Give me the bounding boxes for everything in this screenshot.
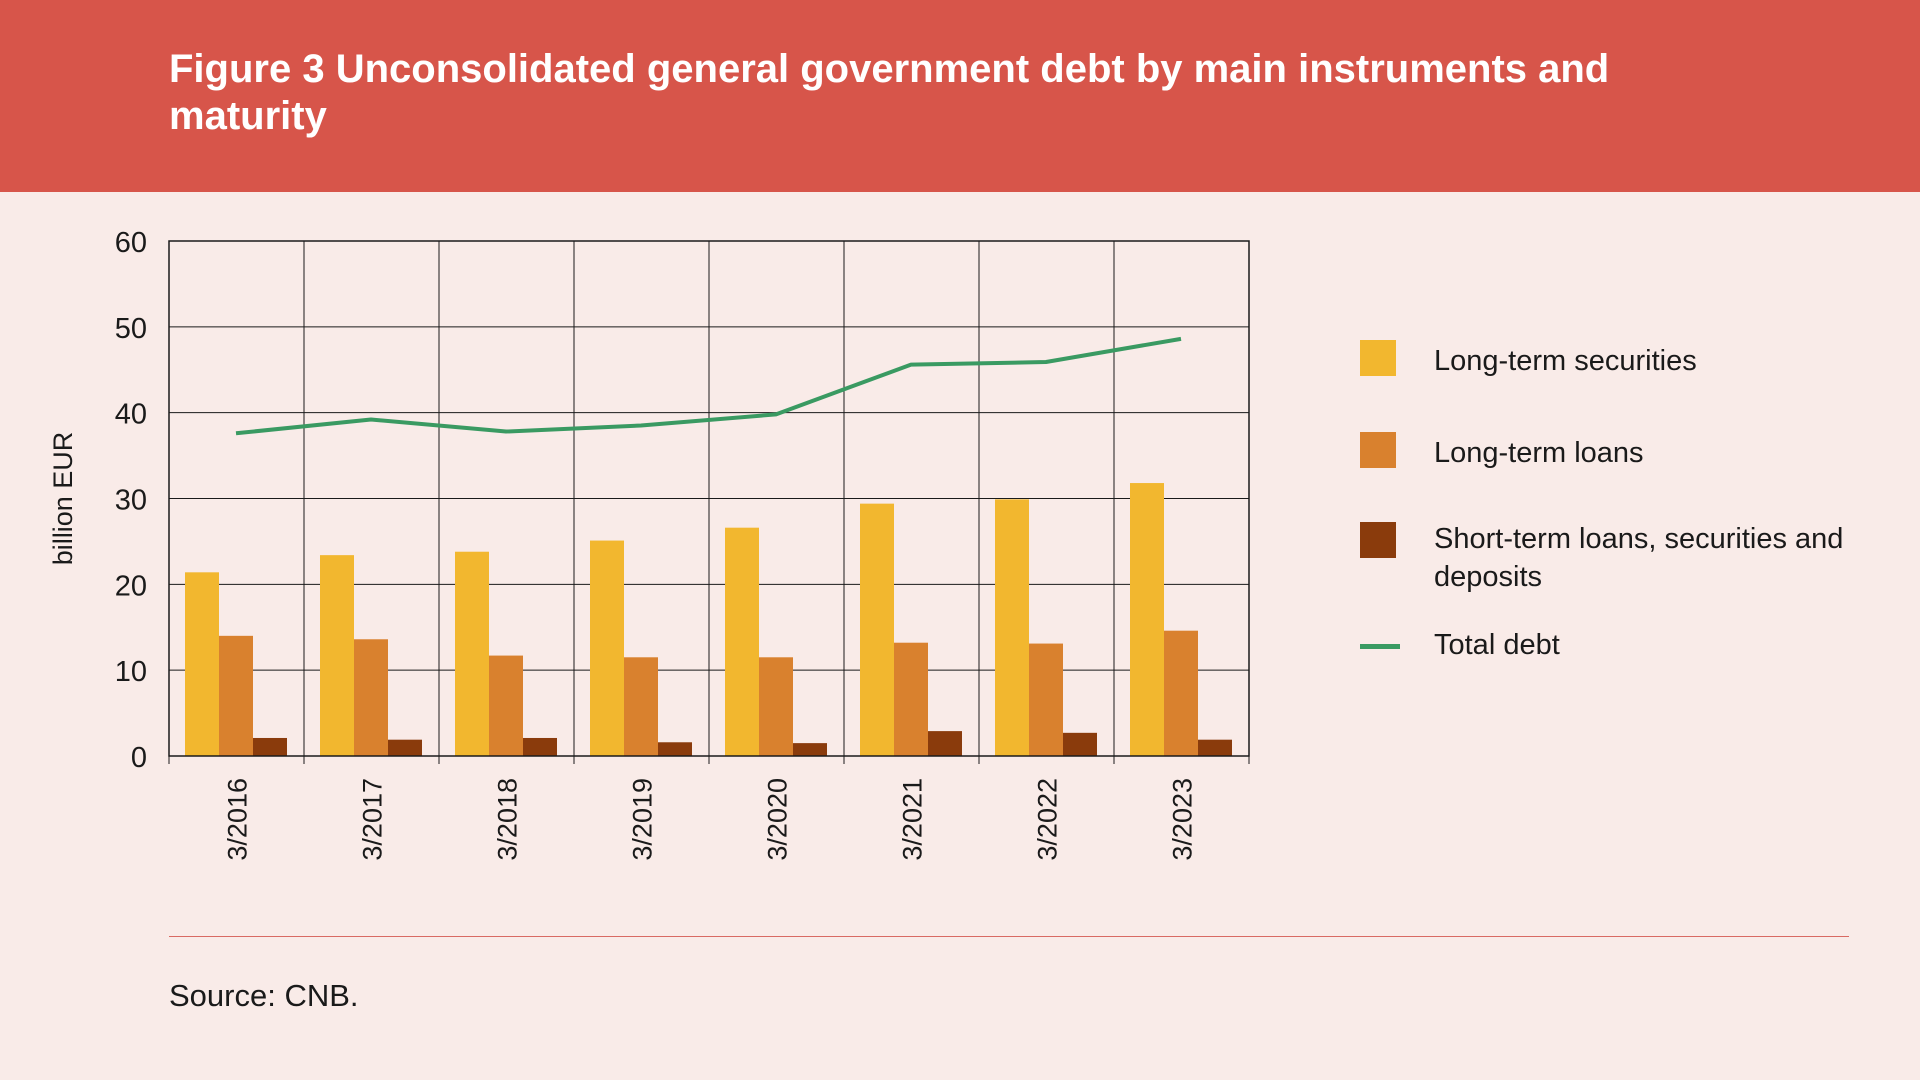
legend-label: Total debt xyxy=(1434,629,1560,661)
bar xyxy=(388,739,422,756)
bar xyxy=(1198,739,1232,756)
legend-swatch-long-term-loans xyxy=(1360,432,1396,468)
bar xyxy=(725,527,759,756)
bar xyxy=(928,731,962,756)
y-axis-label: billion EUR xyxy=(48,432,78,566)
bar xyxy=(1130,483,1164,756)
bar xyxy=(1029,643,1063,756)
bar xyxy=(320,555,354,756)
bar xyxy=(489,655,523,756)
bar xyxy=(185,572,219,756)
bar xyxy=(995,499,1029,756)
bar xyxy=(759,657,793,756)
total-debt-line xyxy=(235,336,1182,436)
figure-title: Figure 3 Unconsolidated general governme… xyxy=(169,47,1610,138)
x-tick-label: 3/2020 xyxy=(763,778,793,861)
legend-swatch-short-term xyxy=(1360,522,1396,558)
y-tick-label: 20 xyxy=(115,570,147,602)
x-tick-label: 3/2022 xyxy=(1033,778,1063,861)
bar xyxy=(253,737,287,756)
x-tick-label: 3/2016 xyxy=(223,778,253,861)
bar xyxy=(860,503,894,756)
x-tick-label: 3/2017 xyxy=(358,778,388,861)
title-banner: Figure 3 Unconsolidated general governme… xyxy=(0,0,1920,192)
legend-label: Long-term securities xyxy=(1434,345,1697,377)
source-note: Source: CNB. xyxy=(169,978,359,1013)
y-tick-label: 10 xyxy=(115,656,147,688)
y-tick-label: 40 xyxy=(115,399,147,431)
y-tick-label: 60 xyxy=(115,227,147,259)
bar xyxy=(354,639,388,756)
y-tick-label: 0 xyxy=(131,742,147,774)
bar xyxy=(455,551,489,756)
separator-line xyxy=(169,936,1849,937)
x-tick-label: 3/2023 xyxy=(1168,778,1198,861)
legend-swatch-long-term-securities xyxy=(1360,340,1396,376)
bar xyxy=(894,642,928,756)
bar xyxy=(624,657,658,756)
bar xyxy=(590,540,624,756)
bar xyxy=(793,743,827,756)
bar xyxy=(1063,732,1097,756)
y-tick-label: 30 xyxy=(115,485,147,517)
legend-label: Short-term loans, securities and deposit… xyxy=(1434,523,1844,593)
bar xyxy=(1164,630,1198,756)
bar xyxy=(219,635,253,756)
legend-label: Long-term loans xyxy=(1434,437,1644,469)
x-tick-label: 3/2021 xyxy=(898,778,928,861)
x-tick-label: 3/2018 xyxy=(493,778,523,861)
bar xyxy=(658,742,692,756)
plot-frame xyxy=(168,240,1250,757)
legend-line-total-debt xyxy=(1360,644,1400,649)
y-tick-label: 50 xyxy=(115,313,147,345)
bar xyxy=(523,737,557,756)
x-tick-label: 3/2019 xyxy=(628,778,658,861)
